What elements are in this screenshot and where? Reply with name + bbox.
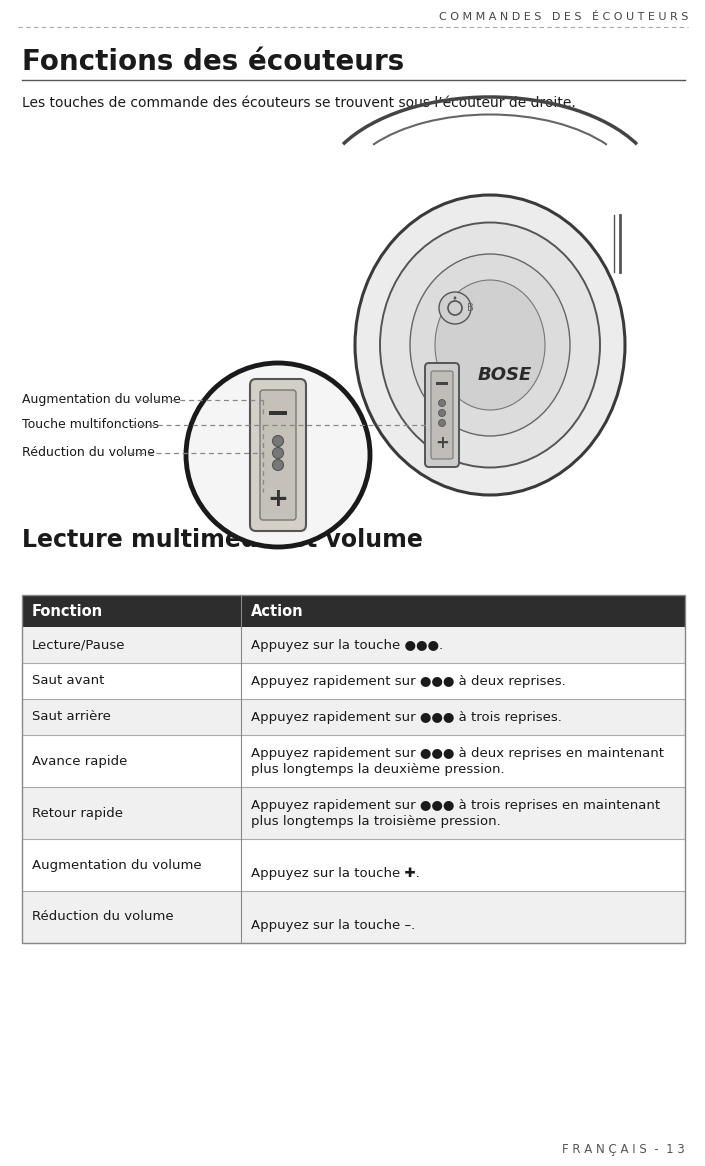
- Text: Augmentation du volume: Augmentation du volume: [22, 393, 180, 407]
- Bar: [22, 787, 685, 840]
- Bar: [22, 595, 685, 627]
- Text: BOSE: BOSE: [478, 366, 532, 384]
- Text: Appuyez rapidement sur ●●● à deux reprises en maintenant: Appuyez rapidement sur ●●● à deux repris…: [251, 746, 664, 759]
- Text: Retour rapide: Retour rapide: [32, 807, 123, 820]
- FancyBboxPatch shape: [250, 379, 306, 531]
- Text: Augmentation du volume: Augmentation du volume: [32, 858, 202, 871]
- Bar: [22, 698, 685, 735]
- Ellipse shape: [435, 280, 545, 410]
- Bar: [22, 627, 685, 663]
- Circle shape: [439, 409, 446, 416]
- Circle shape: [439, 400, 446, 407]
- Text: Saut avant: Saut avant: [32, 674, 104, 688]
- Circle shape: [273, 448, 283, 458]
- Text: Fonction: Fonction: [32, 604, 103, 618]
- Text: Appuyez rapidement sur ●●● à trois reprises en maintenant: Appuyez rapidement sur ●●● à trois repri…: [251, 799, 660, 812]
- FancyBboxPatch shape: [260, 389, 296, 520]
- Bar: [22, 595, 685, 943]
- FancyBboxPatch shape: [431, 371, 453, 459]
- Text: Appuyez sur la touche ●●●.: Appuyez sur la touche ●●●.: [251, 639, 443, 652]
- Text: Réduction du volume: Réduction du volume: [32, 911, 173, 923]
- Ellipse shape: [355, 195, 625, 496]
- Text: Lecture multimédia et volume: Lecture multimédia et volume: [22, 528, 423, 552]
- Circle shape: [273, 459, 283, 471]
- Circle shape: [439, 420, 446, 427]
- Text: F R A N Ç A I S  -  1 3: F R A N Ç A I S - 1 3: [563, 1144, 685, 1157]
- Text: +: +: [268, 487, 288, 511]
- Text: Saut arrière: Saut arrière: [32, 710, 111, 723]
- Bar: [22, 735, 685, 787]
- Ellipse shape: [380, 223, 600, 468]
- Text: Les touches de commande des écouteurs se trouvent sous l’écouteur de droite.: Les touches de commande des écouteurs se…: [22, 96, 576, 110]
- Bar: [22, 663, 685, 698]
- Text: plus longtemps la deuxième pression.: plus longtemps la deuxième pression.: [251, 764, 504, 777]
- Circle shape: [186, 363, 370, 547]
- Text: Fonctions des écouteurs: Fonctions des écouteurs: [22, 48, 404, 76]
- Text: plus longtemps la troisième pression.: plus longtemps la troisième pression.: [251, 815, 501, 829]
- Text: Action: Action: [251, 604, 303, 618]
- Text: +: +: [435, 434, 449, 452]
- Bar: [22, 891, 685, 943]
- Text: Avance rapide: Avance rapide: [32, 754, 128, 767]
- Circle shape: [273, 435, 283, 447]
- Text: B: B: [467, 303, 473, 312]
- Bar: [269, 410, 287, 415]
- FancyBboxPatch shape: [425, 363, 459, 468]
- Text: C O M M A N D E S   D E S   É C O U T E U R S: C O M M A N D E S D E S É C O U T E U R …: [439, 12, 688, 22]
- Text: Appuyez sur la touche –.: Appuyez sur la touche –.: [251, 919, 415, 933]
- Bar: [22, 840, 685, 891]
- Text: Lecture/Pause: Lecture/Pause: [32, 639, 125, 652]
- Bar: [436, 382, 448, 385]
- Text: Appuyez rapidement sur ●●● à trois reprises.: Appuyez rapidement sur ●●● à trois repri…: [251, 710, 562, 723]
- Circle shape: [439, 292, 471, 324]
- Text: Appuyez rapidement sur ●●● à deux reprises.: Appuyez rapidement sur ●●● à deux repris…: [251, 674, 565, 688]
- Ellipse shape: [410, 254, 570, 436]
- Text: Touche multifonctions: Touche multifonctions: [22, 419, 159, 431]
- Text: Réduction du volume: Réduction du volume: [22, 447, 155, 459]
- Text: Appuyez sur la touche ✚.: Appuyez sur la touche ✚.: [251, 868, 419, 880]
